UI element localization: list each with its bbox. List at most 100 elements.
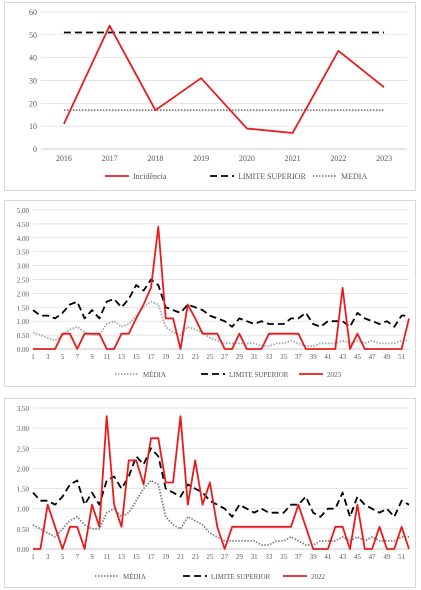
x-tick-label: 27 bbox=[221, 553, 229, 561]
x-tick-label: 31 bbox=[251, 353, 259, 361]
y-tick-label: 0.50 bbox=[17, 332, 30, 340]
x-tick-label: 43 bbox=[339, 553, 347, 561]
x-tick-label: 17 bbox=[147, 553, 155, 561]
legend-label: Incidência bbox=[133, 172, 167, 181]
x-tick-label: 2018 bbox=[147, 154, 163, 163]
y-tick-label: 2.00 bbox=[17, 290, 30, 298]
y-tick-label: 60 bbox=[29, 8, 37, 17]
x-tick-label: 21 bbox=[177, 553, 185, 561]
y-tick-label: 0.00 bbox=[17, 346, 30, 354]
chart-annual-incidence-svg: 0 10 20 30 40 50 60 2016 2017 2018 2019 2020 2021 202… bbox=[29, 8, 407, 181]
x-tick-label: 2019 bbox=[193, 154, 209, 163]
x-tick-label: 45 bbox=[354, 553, 362, 561]
x-tick-label: 11 bbox=[103, 553, 110, 561]
y-tick-label: 0.00 bbox=[17, 546, 30, 554]
x-tick-label: 47 bbox=[369, 353, 377, 361]
x-tick-label: 9 bbox=[90, 553, 94, 561]
x-tick-label: 29 bbox=[236, 553, 244, 561]
x-tick-label: 13 bbox=[118, 353, 126, 361]
x-tick-label: 3 bbox=[46, 353, 50, 361]
x-tick-label: 1 bbox=[31, 553, 35, 561]
x-tick-label: 35 bbox=[280, 353, 288, 361]
x-tick-label: 35 bbox=[280, 553, 288, 561]
legend-label: 2023 bbox=[327, 371, 342, 379]
y-tick-label: 4.50 bbox=[17, 221, 30, 229]
x-tick-label: 29 bbox=[236, 353, 244, 361]
x-tick-label: 15 bbox=[133, 553, 141, 561]
legend-label: MÉDIA bbox=[143, 371, 166, 379]
y-tick-label: 10 bbox=[29, 122, 37, 131]
x-tick-label: 13 bbox=[118, 553, 126, 561]
x-tick-label: 41 bbox=[324, 353, 332, 361]
x-tick-label: 39 bbox=[310, 353, 318, 361]
x-tick-label: 25 bbox=[206, 553, 214, 561]
y-tick-label: 3.00 bbox=[17, 263, 30, 271]
y-tick-label: 50 bbox=[29, 31, 37, 40]
chart-weekly-2022: 0.00 0.50 1.00 1.50 2.00 2.50 3.00 3.50 1 3 5 7 9 11 1… bbox=[4, 398, 416, 588]
x-tick-label: 21 bbox=[177, 353, 185, 361]
x-tick-label: 51 bbox=[398, 353, 406, 361]
y-tick-label: 1.50 bbox=[17, 304, 30, 312]
x-tick-label: 27 bbox=[221, 353, 229, 361]
x-tick-label: 49 bbox=[383, 553, 391, 561]
legend-label: 2022 bbox=[311, 573, 326, 581]
x-tick-label: 2017 bbox=[102, 154, 118, 163]
x-tick-label: 5 bbox=[61, 353, 65, 361]
x-tick-label: 2020 bbox=[239, 154, 255, 163]
x-tick-label: 11 bbox=[103, 353, 110, 361]
legend-label: LIMITE SUPERIOR bbox=[229, 371, 289, 379]
x-tick-label: 31 bbox=[251, 553, 259, 561]
x-tick-label: 47 bbox=[369, 553, 377, 561]
x-tick-label: 23 bbox=[192, 353, 200, 361]
x-tick-label: 2023 bbox=[376, 154, 392, 163]
x-tick-label: 33 bbox=[265, 553, 273, 561]
chart-weekly-2022-svg: 0.000.501.001.502.002.503.003.501 3 5 7 9 11 1… bbox=[17, 405, 410, 581]
x-tick-label: 19 bbox=[162, 553, 170, 561]
chart-weekly-2023-svg: 0.00 0.50 1.00 1.50 2.00 2.50 3.00 3.50 4.00 4.50… bbox=[17, 207, 410, 379]
x-tick-label: 9 bbox=[90, 353, 94, 361]
x-tick-label: 17 bbox=[147, 353, 155, 361]
x-tick-label: 15 bbox=[133, 353, 141, 361]
x-tick-label: 19 bbox=[162, 353, 170, 361]
legend-label: LIMITE SUPERIOR bbox=[211, 573, 271, 581]
y-tick-label: 20 bbox=[29, 99, 37, 108]
x-tick-label: 2022 bbox=[330, 154, 346, 163]
series-line-limite-superior bbox=[32, 278, 409, 328]
y-tick-label: 3.00 bbox=[17, 425, 30, 433]
y-tick-label: 1.00 bbox=[17, 318, 30, 326]
series-line-limite-superior bbox=[32, 447, 410, 518]
x-tick-label: 2021 bbox=[285, 154, 301, 163]
y-tick-label: 4.00 bbox=[17, 235, 30, 243]
series-line-2022 bbox=[33, 415, 410, 550]
legend-label: MÉDIA bbox=[123, 573, 146, 581]
chart-weekly-2023: 0.00 0.50 1.00 1.50 2.00 2.50 3.00 3.50 4.00 4.50… bbox=[4, 200, 416, 387]
x-tick-label: 37 bbox=[295, 553, 303, 561]
chart-annual-incidence: 0 10 20 30 40 50 60 2016 2017 2018 2019 2020 2021 202… bbox=[4, 2, 416, 191]
y-tick-label: 1.50 bbox=[17, 486, 30, 494]
x-tick-label: 25 bbox=[206, 353, 214, 361]
x-tick-label: 3 bbox=[46, 553, 50, 561]
y-tick-label: 40 bbox=[29, 54, 37, 63]
y-tick-label: 30 bbox=[29, 77, 37, 86]
series-line-2023 bbox=[33, 225, 410, 350]
series-line-incid-ncia bbox=[63, 24, 385, 134]
x-tick-label: 43 bbox=[339, 353, 347, 361]
y-tick-label: 5.00 bbox=[17, 207, 30, 215]
x-tick-label: 33 bbox=[265, 353, 273, 361]
x-tick-label: 5 bbox=[61, 553, 65, 561]
x-tick-label: 39 bbox=[310, 553, 318, 561]
y-tick-label: 3.50 bbox=[17, 405, 30, 413]
x-tick-label: 41 bbox=[324, 553, 332, 561]
x-tick-label: 45 bbox=[354, 353, 362, 361]
y-tick-label: 2.00 bbox=[17, 465, 30, 473]
x-tick-label: 7 bbox=[75, 553, 79, 561]
x-tick-label: 51 bbox=[398, 553, 406, 561]
y-tick-label: 2.50 bbox=[17, 445, 30, 453]
x-tick-label: 7 bbox=[75, 353, 79, 361]
x-tick-label: 49 bbox=[383, 353, 391, 361]
y-tick-label: 2.50 bbox=[17, 277, 30, 285]
x-tick-label: 37 bbox=[295, 353, 303, 361]
y-tick-label: 0 bbox=[33, 145, 37, 154]
y-tick-label: 0.50 bbox=[17, 526, 30, 534]
legend-label: MEDIA bbox=[341, 172, 367, 181]
